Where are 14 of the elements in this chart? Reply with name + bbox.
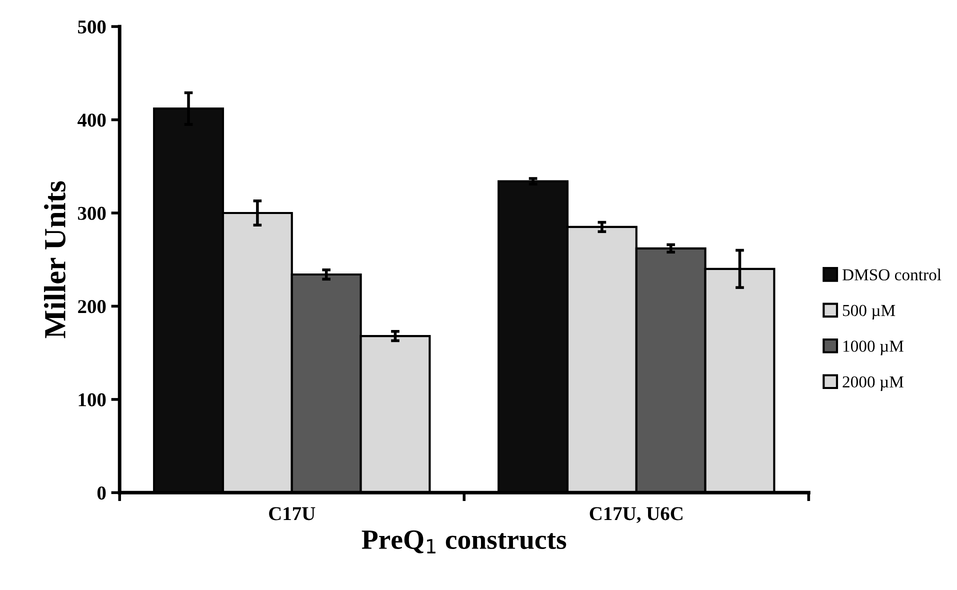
x-axis-title: PreQ$_{1}$ constructs bbox=[362, 530, 566, 554]
legend-label: DMSO control bbox=[842, 268, 942, 280]
y-tick-label: 200 bbox=[78, 300, 106, 314]
legend-label: 500 µM bbox=[842, 304, 896, 320]
y-axis-title: Miller Units bbox=[44, 181, 66, 338]
y-tick-label: 0 bbox=[97, 486, 106, 500]
y-tick-label: 400 bbox=[78, 114, 106, 127]
x-tick-label: C17U bbox=[269, 507, 316, 520]
y-tick-label: 100 bbox=[78, 393, 106, 406]
legend-label: 1000 µM bbox=[843, 340, 904, 356]
y-tick-label: 300 bbox=[78, 206, 106, 220]
y-tick-label: 500 bbox=[78, 20, 106, 34]
legend-label: 2000 µM bbox=[842, 376, 904, 391]
x-tick-label: C17U, U6C bbox=[590, 507, 682, 524]
